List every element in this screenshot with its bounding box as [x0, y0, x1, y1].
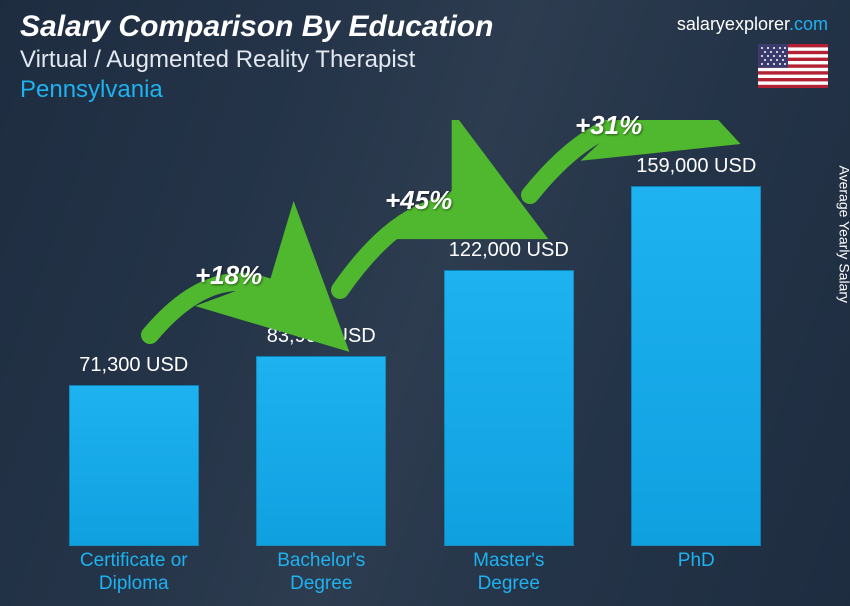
page-subtitle: Virtual / Augmented Reality Therapist [20, 46, 830, 74]
brand-tld: .com [789, 14, 828, 34]
bar-value: 83,900 USD [267, 325, 376, 348]
bar-column: 71,300 USD [40, 354, 228, 546]
bar-value: 122,000 USD [449, 239, 569, 262]
increase-pct: +45% [385, 185, 452, 216]
bar-value: 71,300 USD [79, 354, 188, 377]
us-flag-icon [758, 44, 828, 88]
increase-pct: +31% [575, 110, 642, 141]
increase-pct: +18% [195, 260, 262, 291]
x-label: PhD [603, 550, 791, 596]
bar-column: 83,900 USD [228, 325, 416, 546]
x-label: Bachelor'sDegree [228, 550, 416, 596]
brand-name: salaryexplorer [677, 14, 789, 34]
bar-chart: 71,300 USD 83,900 USD 122,000 USD 159,00… [40, 120, 790, 546]
bar-value: 159,000 USD [636, 155, 756, 178]
bar [631, 186, 761, 546]
bar-column: 122,000 USD [415, 239, 603, 546]
bar-column: 159,000 USD [603, 155, 791, 546]
location-label: Pennsylvania [20, 76, 830, 104]
x-label: Certificate orDiploma [40, 550, 228, 596]
x-label: Master'sDegree [415, 550, 603, 596]
brand-logo: salaryexplorer.com [677, 14, 828, 35]
x-axis-labels: Certificate orDiploma Bachelor'sDegree M… [40, 550, 790, 596]
bar [444, 270, 574, 546]
bar [69, 385, 199, 546]
bar [256, 356, 386, 546]
y-axis-label: Average Yearly Salary [836, 166, 850, 304]
